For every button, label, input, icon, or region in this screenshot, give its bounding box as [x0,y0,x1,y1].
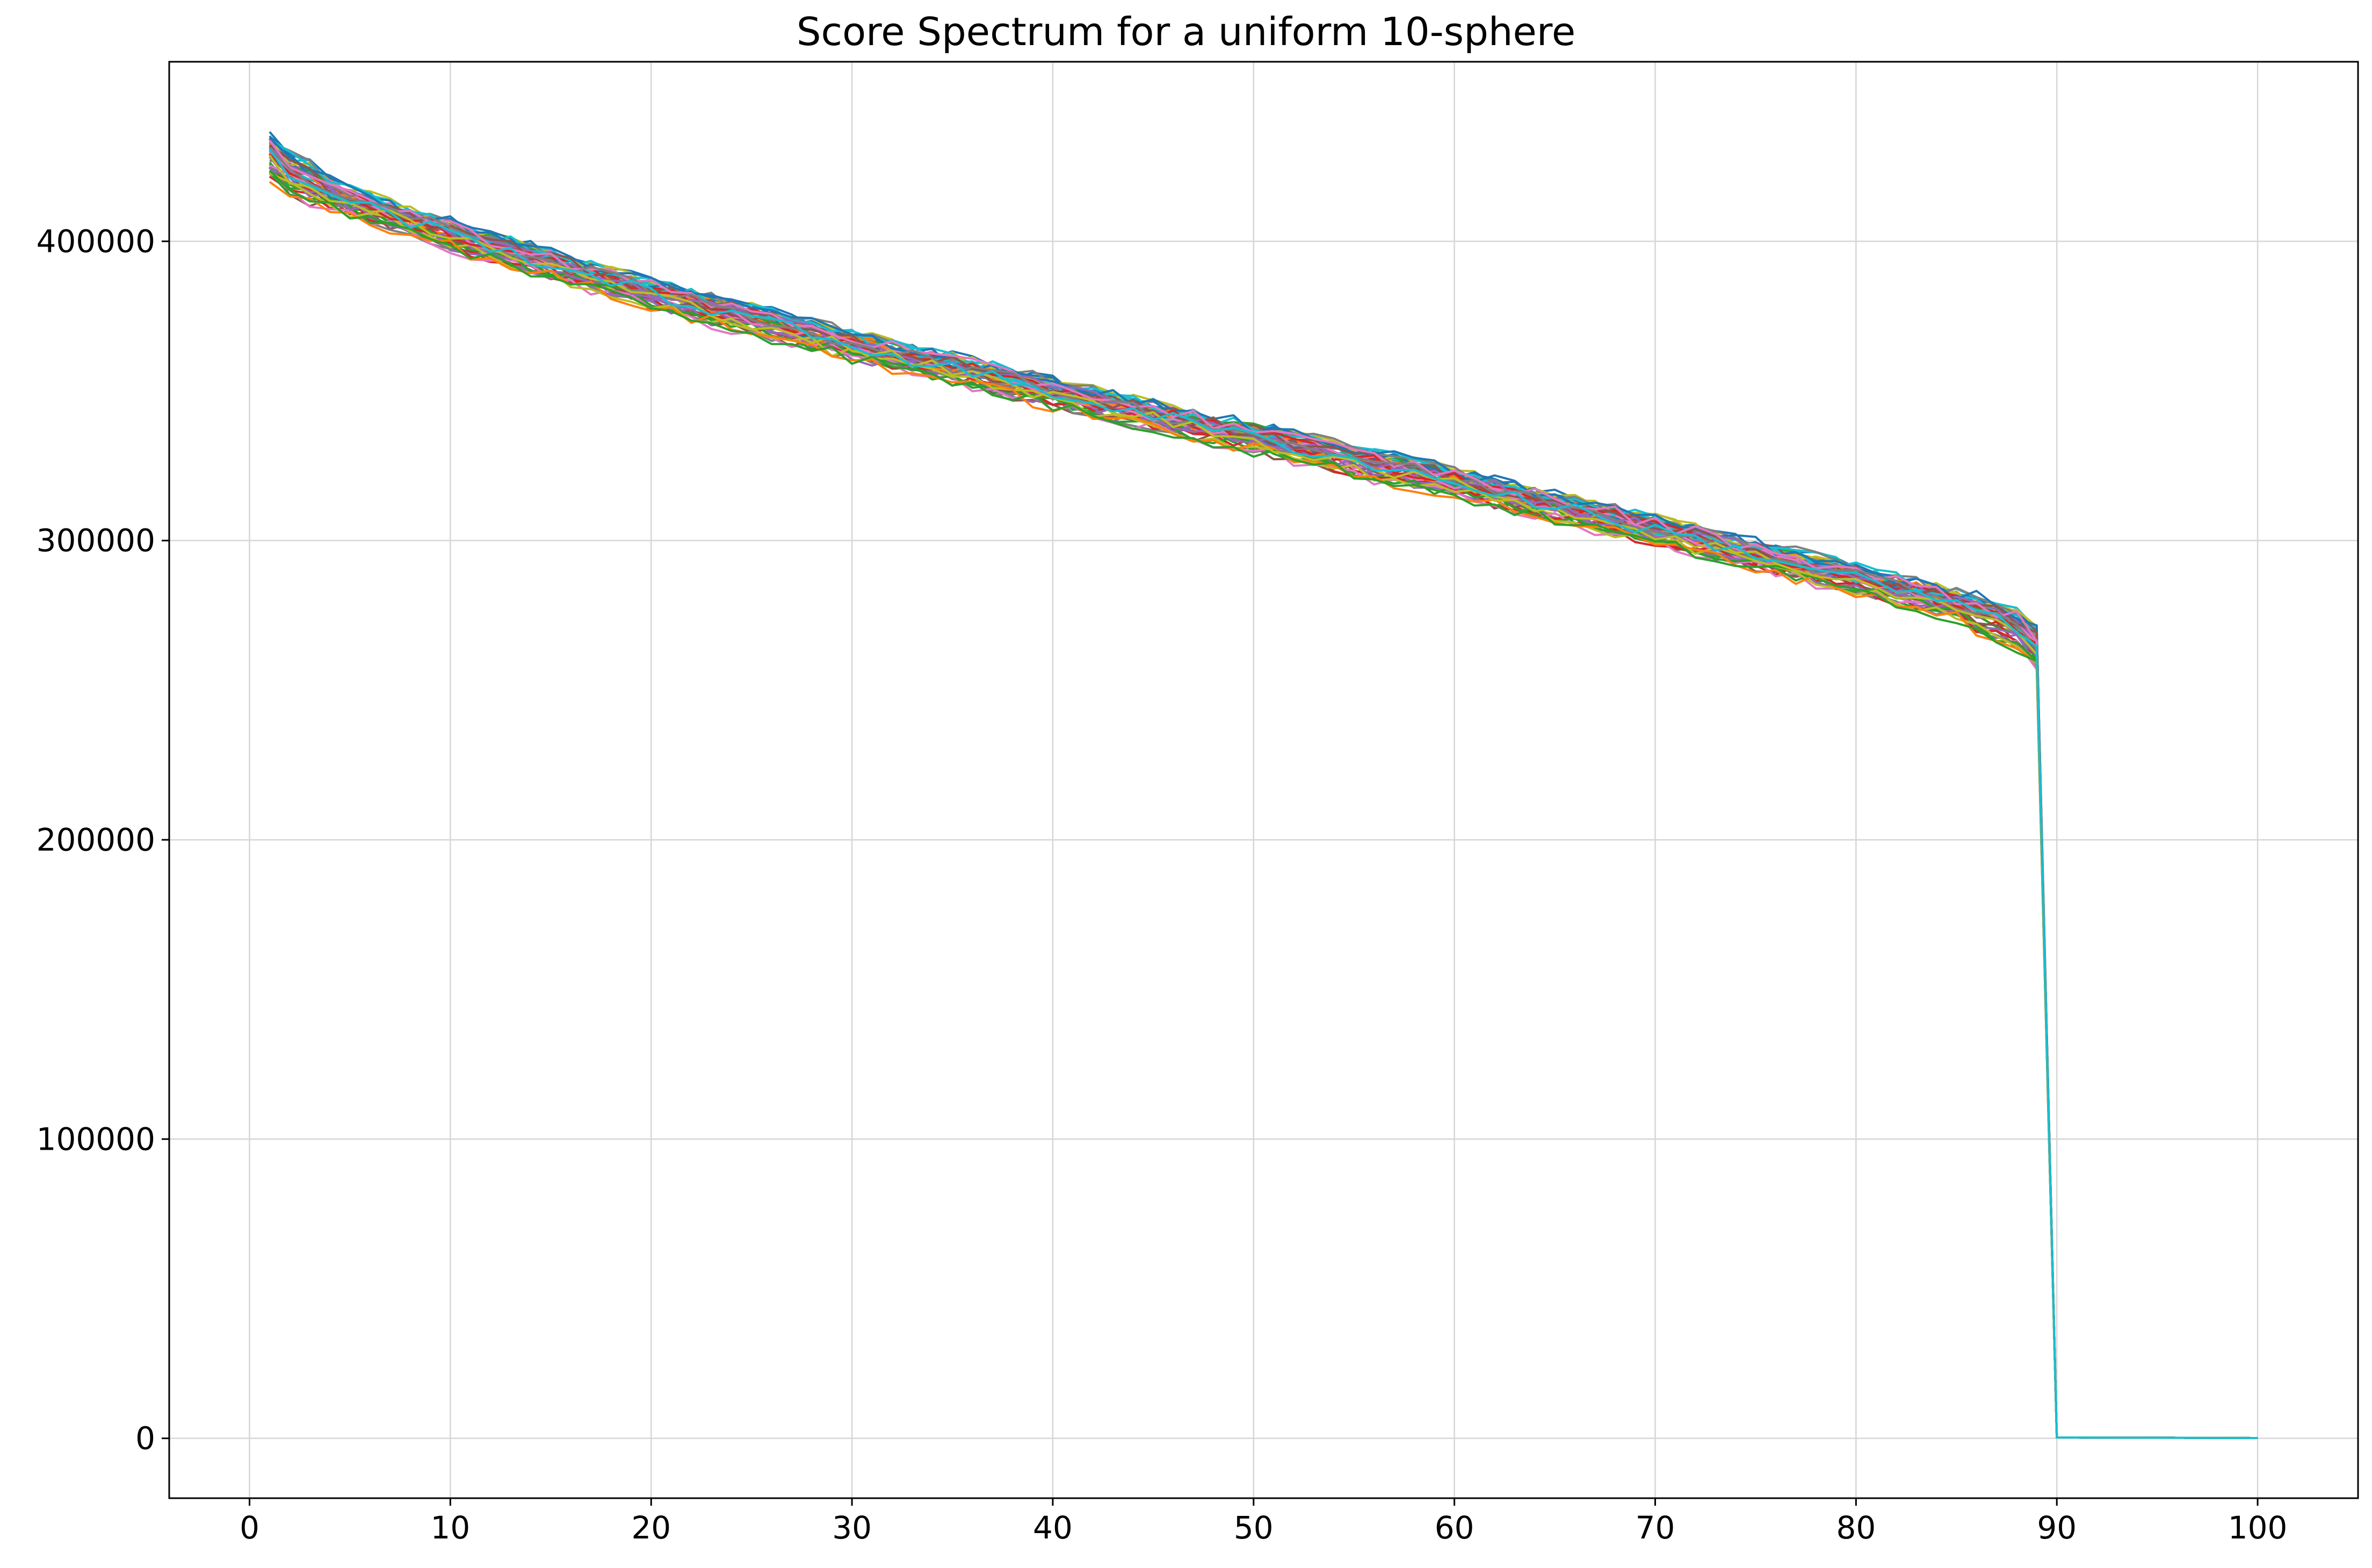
y-tick-label: 100000 [37,1121,155,1157]
plot-frame [168,61,2359,1499]
series-layer [269,131,2258,1439]
y-tick-label: 0 [135,1420,155,1457]
series-line [269,172,2258,1439]
series-line [269,148,2258,1439]
series-line [269,169,2258,1439]
y-tick-label: 300000 [37,522,155,559]
series-line [269,144,2258,1439]
x-tick-label: 20 [631,1509,671,1546]
x-tick-label: 70 [1636,1509,1675,1546]
x-tick-label: 90 [2037,1509,2077,1546]
x-tick-label: 40 [1033,1509,1073,1546]
tick-layer: 0 10 20 30 40 50 60 70 80 90 100 0 100000 200000 30000… [37,223,2288,1546]
chart-title: Score Spectrum for a uniform 10-sphere [797,9,1575,54]
y-tick-label: 400000 [37,223,155,259]
x-tick-label: 30 [832,1509,872,1546]
x-tick-label: 50 [1234,1509,1274,1546]
x-tick-label: 10 [430,1509,470,1546]
x-tick-label: 60 [1435,1509,1474,1546]
x-tick-label: 100 [2228,1509,2288,1546]
x-tick-label: 80 [1836,1509,1876,1546]
y-tick-label: 200000 [37,822,155,858]
x-tick-label: 0 [240,1509,259,1546]
grid-layer [169,62,2358,1498]
